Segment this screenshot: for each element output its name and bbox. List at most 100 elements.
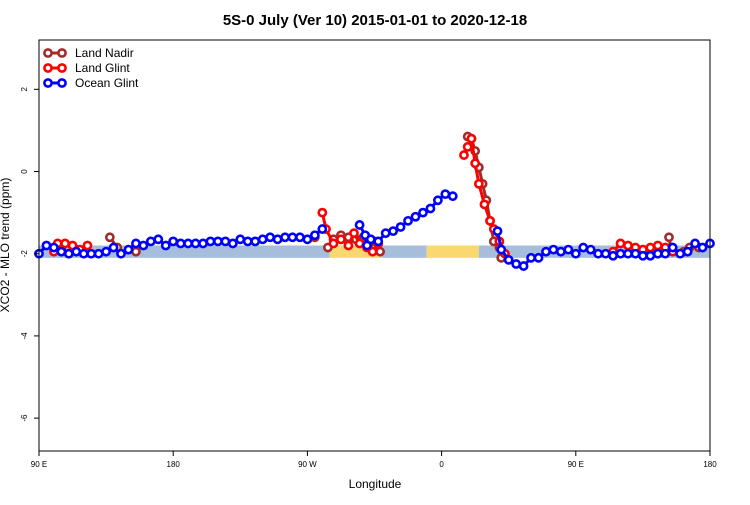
ocean-glint-point: [280, 232, 290, 243]
ocean-glint-point: [116, 248, 126, 259]
ocean-glint-point: [93, 248, 104, 259]
ocean-glint-point: [447, 191, 458, 202]
land-nadir-point: [104, 232, 115, 243]
land-nadir-point: [664, 232, 674, 243]
ocean-glint-point: [418, 207, 428, 218]
legend-item-land-glint: Land Glint: [43, 61, 130, 75]
chart-title: 5S-0 July (Ver 10) 2015-01-01 to 2020-12…: [223, 12, 527, 29]
ocean-glint-point: [623, 248, 633, 259]
ocean-glint-point: [697, 242, 708, 253]
ocean-glint-point: [309, 230, 320, 241]
series-ocean-glint: [34, 189, 715, 271]
ocean-glint-point: [272, 234, 283, 245]
ocean-glint-point: [190, 238, 201, 249]
land-glint-point: [317, 207, 328, 218]
ocean-glint-point: [608, 250, 618, 261]
land-nadir-point: [375, 246, 385, 257]
ocean-glint-point: [354, 220, 365, 230]
ocean-glint-point: [660, 248, 671, 259]
x-axis-label: Longitude: [349, 477, 402, 491]
ocean-glint-point: [168, 236, 179, 247]
ocean-glint-point: [198, 238, 208, 249]
y-tick-label: -6: [20, 414, 29, 422]
ocean-glint-point: [71, 246, 82, 257]
ocean-glint-point: [317, 224, 328, 234]
ocean-glint-point: [138, 240, 149, 251]
band-segment-2: [381, 245, 427, 258]
ocean-glint-point: [563, 244, 574, 255]
ocean-glint-point: [56, 246, 67, 257]
land-glint-point: [459, 150, 469, 160]
ocean-glint-point: [518, 261, 529, 271]
ocean-glint-point: [585, 244, 596, 255]
x-tick-label: 180: [167, 460, 181, 469]
legend-item-land-nadir: Land Nadir: [43, 46, 134, 60]
ocean-glint-point: [503, 254, 514, 265]
ocean-glint-point: [403, 215, 413, 226]
land-glint-point: [466, 133, 477, 144]
land-glint-point: [473, 178, 484, 189]
legend-marker: [43, 63, 53, 73]
land-glint-point: [328, 238, 339, 249]
ocean-glint-point: [49, 242, 59, 253]
ocean-glint-point: [578, 242, 589, 253]
ocean-glint-point: [123, 244, 134, 255]
x-tick-label: 90 W: [298, 460, 317, 469]
land-glint-point: [349, 228, 359, 239]
legend-label: Land Nadir: [75, 46, 134, 60]
ocean-glint-point: [410, 211, 421, 222]
legend-label: Land Glint: [75, 61, 130, 75]
plot-frame: [38, 39, 711, 452]
ocean-glint-point: [108, 242, 119, 253]
land-glint-point: [645, 242, 656, 253]
ocean-glint-point: [63, 248, 74, 259]
ocean-glint-point: [425, 203, 436, 214]
ocean-glint-point: [41, 240, 52, 251]
ocean-glint-point: [492, 226, 503, 237]
ocean-glint-point: [78, 248, 89, 259]
ocean-glint-point: [652, 248, 663, 259]
ocean-glint-point: [388, 226, 399, 237]
legend-label: Ocean Glint: [75, 76, 139, 90]
ocean-glint-point: [395, 222, 406, 232]
ocean-glint-point: [220, 236, 231, 247]
land-glint-point: [462, 141, 473, 152]
ocean-glint-point: [526, 252, 536, 263]
ocean-glint-point: [548, 244, 559, 255]
ocean-glint-point: [227, 238, 238, 249]
land-glint-point: [60, 238, 70, 249]
land-glint-point: [485, 215, 495, 226]
ocean-glint-point: [365, 234, 376, 245]
land-glint-point: [336, 234, 346, 245]
ocean-glint-point: [630, 248, 641, 259]
y-axis: 2 0 -2 -4 -6: [20, 87, 39, 422]
ocean-glint-point: [153, 234, 164, 245]
land-glint-point: [615, 238, 626, 249]
land-glint-point: [470, 158, 481, 169]
land-glint-point: [479, 199, 490, 210]
ocean-glint-point: [131, 238, 141, 249]
land-glint-point: [367, 246, 378, 257]
y-tick-label: -2: [20, 250, 29, 258]
legend-marker: [43, 48, 53, 58]
legend-marker: [57, 63, 67, 73]
ocean-glint-point: [101, 246, 111, 257]
series-layer: [34, 131, 715, 271]
ocean-glint-point: [373, 236, 384, 247]
ocean-glint-point: [638, 250, 648, 261]
land-glint-point: [354, 238, 365, 249]
series-land-glint: [49, 133, 678, 259]
ocean-glint-point: [541, 246, 551, 257]
y-axis-label: XCO2 - MLO trend (ppm): [0, 178, 12, 313]
ocean-glint-point: [265, 232, 276, 243]
ocean-glint-point: [593, 248, 604, 259]
x-tick-label: 90 E: [568, 460, 584, 469]
ocean-glint-point: [250, 236, 261, 247]
ocean-glint-point: [145, 236, 156, 247]
ocean-glint-point: [287, 232, 298, 243]
ocean-glint-point: [183, 238, 194, 249]
legend-marker: [57, 78, 67, 88]
ocean-glint-point: [496, 244, 507, 255]
ocean-glint-point: [533, 252, 544, 263]
